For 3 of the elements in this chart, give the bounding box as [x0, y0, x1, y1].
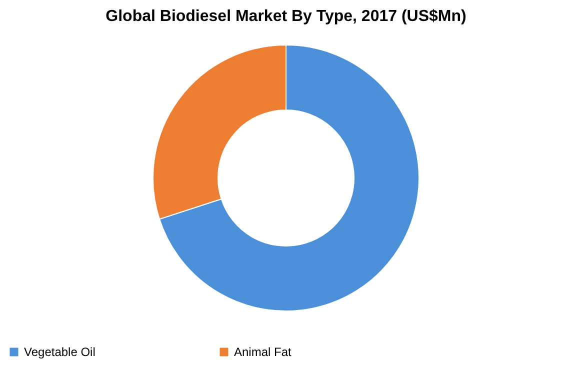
chart-title: Global Biodiesel Market By Type, 2017 (US$Mn)	[106, 8, 466, 25]
legend-label: Animal Fat	[234, 345, 292, 359]
legend-label: Vegetable Oil	[24, 345, 96, 359]
